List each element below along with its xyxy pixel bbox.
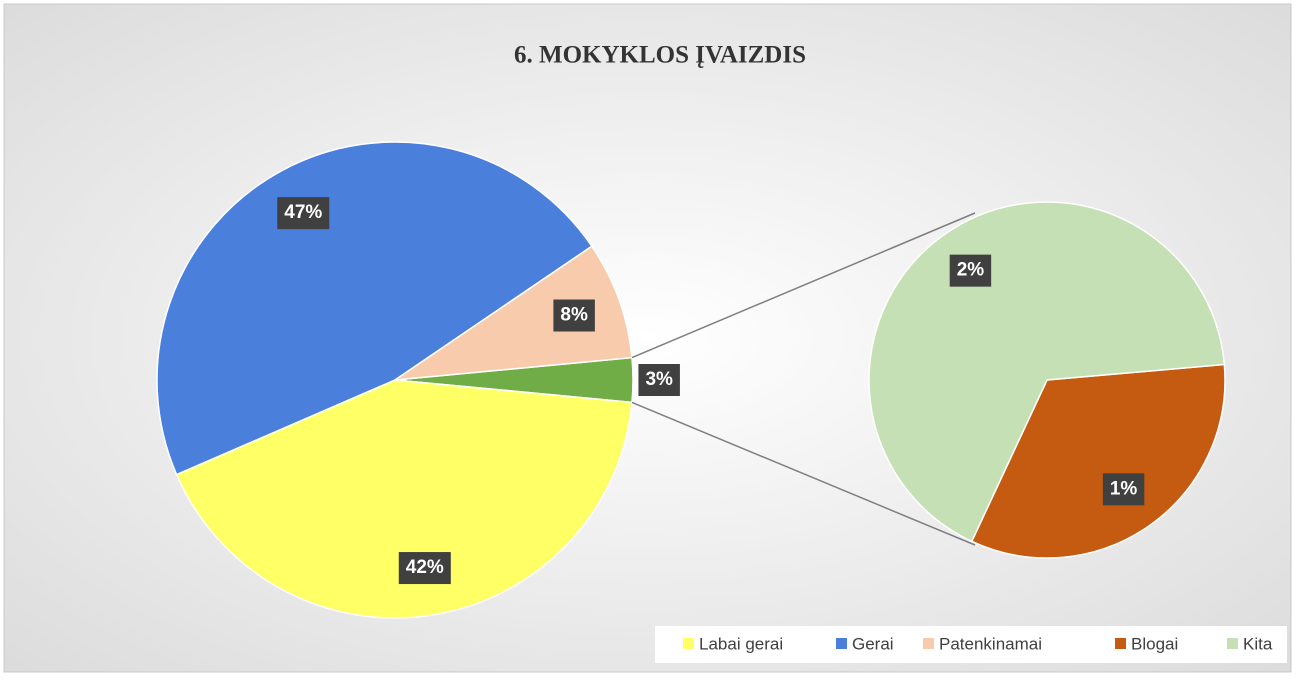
legend-swatch — [923, 638, 934, 649]
pie-slice — [970, 363, 1226, 559]
legend-label: Gerai — [852, 634, 894, 653]
pie-slice — [394, 245, 633, 381]
legend-label: Blogai — [1131, 634, 1178, 653]
legend-swatch — [1227, 638, 1238, 649]
data-label-box — [1102, 473, 1145, 506]
data-label: 42% — [406, 557, 444, 578]
data-label: 2% — [957, 260, 985, 281]
data-label-box — [398, 552, 451, 585]
pie-slice — [175, 379, 633, 619]
data-label: 47% — [284, 202, 322, 223]
data-label-box — [949, 254, 992, 287]
pie-slice — [156, 141, 593, 476]
data-label: 3% — [645, 369, 673, 390]
connector-line — [631, 212, 976, 359]
legend-label: Labai gerai — [699, 634, 783, 653]
legend-label: Kita — [1243, 634, 1273, 653]
connector-line — [631, 401, 976, 546]
legend-swatch — [683, 638, 694, 649]
legend-box — [655, 626, 1287, 663]
legend-swatch — [1115, 638, 1126, 649]
legend-swatch — [836, 638, 847, 649]
legend-label: Patenkinamai — [939, 634, 1042, 653]
data-label: 8% — [560, 305, 588, 326]
pie-slice — [868, 201, 1226, 543]
chart-title: 6. MOKYKLOS ĮVAIZDIS — [514, 42, 806, 69]
data-label-box — [277, 197, 330, 230]
data-label-box — [638, 364, 680, 396]
data-label-box — [553, 299, 595, 332]
data-label: 1% — [1110, 478, 1138, 499]
